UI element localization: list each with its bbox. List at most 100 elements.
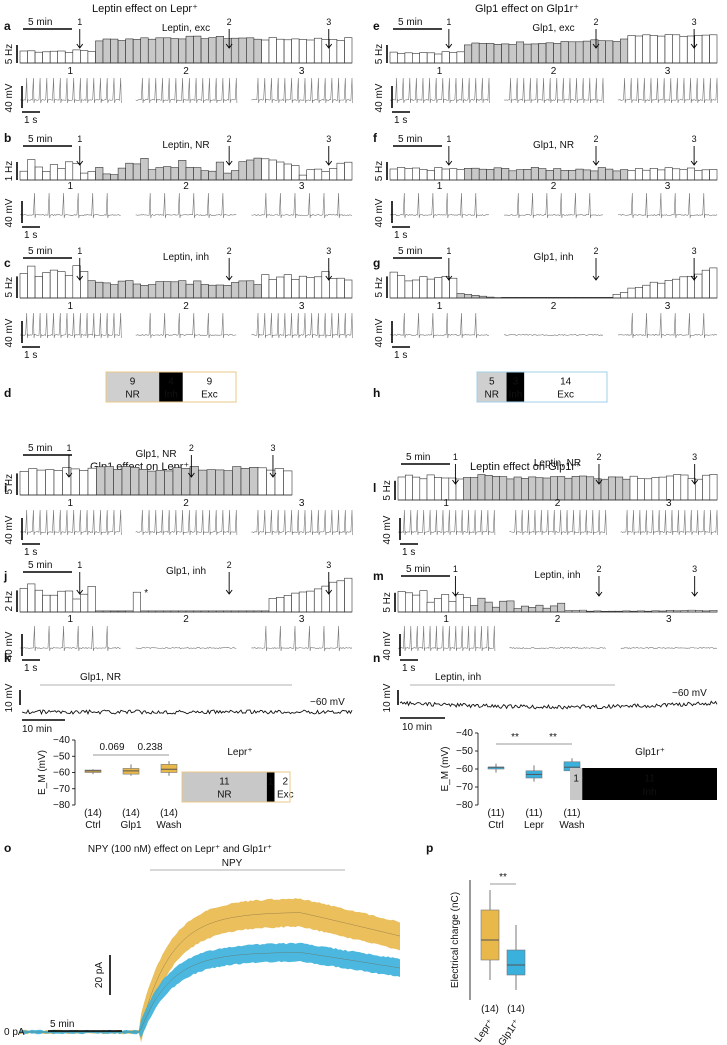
time-scale-label: 1 s xyxy=(402,663,415,674)
histogram-bar xyxy=(42,594,51,613)
histogram-bar xyxy=(545,42,554,64)
response-bar-h: 5 NR 3 Inh 14 Exc xyxy=(476,371,608,403)
marker-arrow xyxy=(690,29,698,49)
trace-id: 2 xyxy=(555,498,561,509)
marker-arrow xyxy=(325,572,333,595)
trace-id: 2 xyxy=(551,66,557,77)
marker-arrow xyxy=(691,576,699,597)
y-scale-label: 5 Hz xyxy=(374,44,385,65)
time-scale-label: 1 s xyxy=(402,547,415,558)
panel-o: NPY (100 nM) effect on Lepr⁺ and Glp1r⁺ N… xyxy=(4,844,401,1043)
condition-label: Glp1, NR xyxy=(533,140,574,151)
segment-count: 14 xyxy=(560,377,572,388)
marker-arrow xyxy=(188,455,195,478)
y-scale-label: 5 Hz xyxy=(374,277,385,298)
histogram-bar xyxy=(261,158,270,181)
histogram-bar xyxy=(49,164,59,181)
histogram-bar xyxy=(249,466,259,496)
category-label: Wash xyxy=(559,820,584,831)
histogram-bar xyxy=(132,591,141,613)
histogram-i: 5 min 5 Hz Glp1, NR 1 2 3 xyxy=(4,443,293,496)
histogram-bar xyxy=(344,37,353,64)
histogram-bar xyxy=(283,595,292,613)
trace-id: 1 xyxy=(437,66,443,77)
histogram-bar xyxy=(673,474,682,501)
y-axis-label: E_M (mV) xyxy=(440,747,451,792)
histogram-bar xyxy=(253,38,262,64)
voltage-scale-label: 40 mV xyxy=(4,83,15,112)
panel-letter-f: f xyxy=(373,131,378,145)
histogram-bar xyxy=(200,170,209,181)
histogram-bar xyxy=(87,585,96,613)
histogram-bar xyxy=(520,605,529,613)
histogram-bar xyxy=(612,293,621,299)
histogram-bar xyxy=(607,476,616,501)
marker-arrow xyxy=(445,146,453,166)
histogram-bar xyxy=(557,476,566,501)
histogram-bar xyxy=(649,35,658,64)
histogram-bar xyxy=(170,38,179,64)
voltage-trace xyxy=(389,192,490,219)
histogram-bar xyxy=(336,162,345,181)
histogram-bar xyxy=(484,601,493,613)
histogram-bar xyxy=(155,470,165,496)
histogram-bar xyxy=(586,476,595,501)
histogram-bar xyxy=(564,477,573,501)
marker-arrow xyxy=(225,146,233,166)
histogram-bar xyxy=(117,167,126,181)
histogram-bar xyxy=(471,294,480,299)
histogram-bar xyxy=(313,276,323,299)
y-tick-label: −50 xyxy=(53,751,70,762)
histogram-bar xyxy=(215,161,224,181)
y-scale-label: 5 Hz xyxy=(382,480,393,501)
histogram-bar xyxy=(426,474,435,501)
marker-arrow xyxy=(452,464,459,485)
histogram-bar xyxy=(19,273,28,299)
time-scale-label: 1 s xyxy=(24,230,37,241)
histogram-bar xyxy=(336,39,345,64)
marker-number: 2 xyxy=(189,443,194,453)
current-band xyxy=(20,898,400,1043)
histogram-c: 5 min 5 Hz Leptin, inh 1 2 3 xyxy=(4,246,353,299)
histogram-bar xyxy=(238,37,247,64)
marker-arrow xyxy=(76,572,84,595)
histogram-bar xyxy=(499,600,508,613)
histogram-bar xyxy=(597,40,606,64)
panel-letter-n: n xyxy=(373,651,380,665)
histogram-bar xyxy=(110,38,119,64)
histogram-bar xyxy=(321,271,330,299)
histogram-bar xyxy=(629,475,638,501)
histogram-bar xyxy=(148,284,157,299)
histogram-bar xyxy=(231,282,240,299)
histogram-bar xyxy=(57,590,66,613)
voltage-scale-label: 40 mV xyxy=(4,198,15,227)
histogram-f: 5 min 5 Hz Glp1, NR 1 2 3 xyxy=(374,134,718,181)
histogram-bar xyxy=(62,467,72,496)
histogram-bar xyxy=(477,474,486,501)
voltage-trace xyxy=(251,77,353,104)
membrane-trace xyxy=(399,700,718,710)
histogram-bar xyxy=(72,163,81,181)
histogram-bar xyxy=(27,159,36,181)
histogram-bar xyxy=(501,43,510,64)
histogram-bar xyxy=(508,44,517,64)
histogram-bar xyxy=(434,167,443,181)
condition-label: Glp1, inh xyxy=(166,566,206,577)
n-label: (11) xyxy=(563,808,580,819)
histogram-bar xyxy=(306,277,315,299)
category-label: Glp1 xyxy=(120,820,142,831)
segment-label: NR xyxy=(217,790,231,801)
trace-id: 3 xyxy=(299,614,305,625)
histogram-bar xyxy=(336,277,345,299)
marker-arrow xyxy=(325,258,333,281)
segment-count: 11 xyxy=(644,773,655,784)
histogram-bar xyxy=(680,474,689,501)
voltage-scale-label: 40 mV xyxy=(382,515,393,544)
segment-count: 3 xyxy=(513,377,519,388)
histogram-bar xyxy=(456,169,465,181)
histogram-e: 5 min 5 Hz Glp1, exc 1 2 3 xyxy=(374,17,718,65)
voltage-trace xyxy=(135,77,238,104)
application-label: NPY xyxy=(222,858,243,869)
histogram-bar xyxy=(404,280,413,299)
bar-segment xyxy=(182,372,236,402)
